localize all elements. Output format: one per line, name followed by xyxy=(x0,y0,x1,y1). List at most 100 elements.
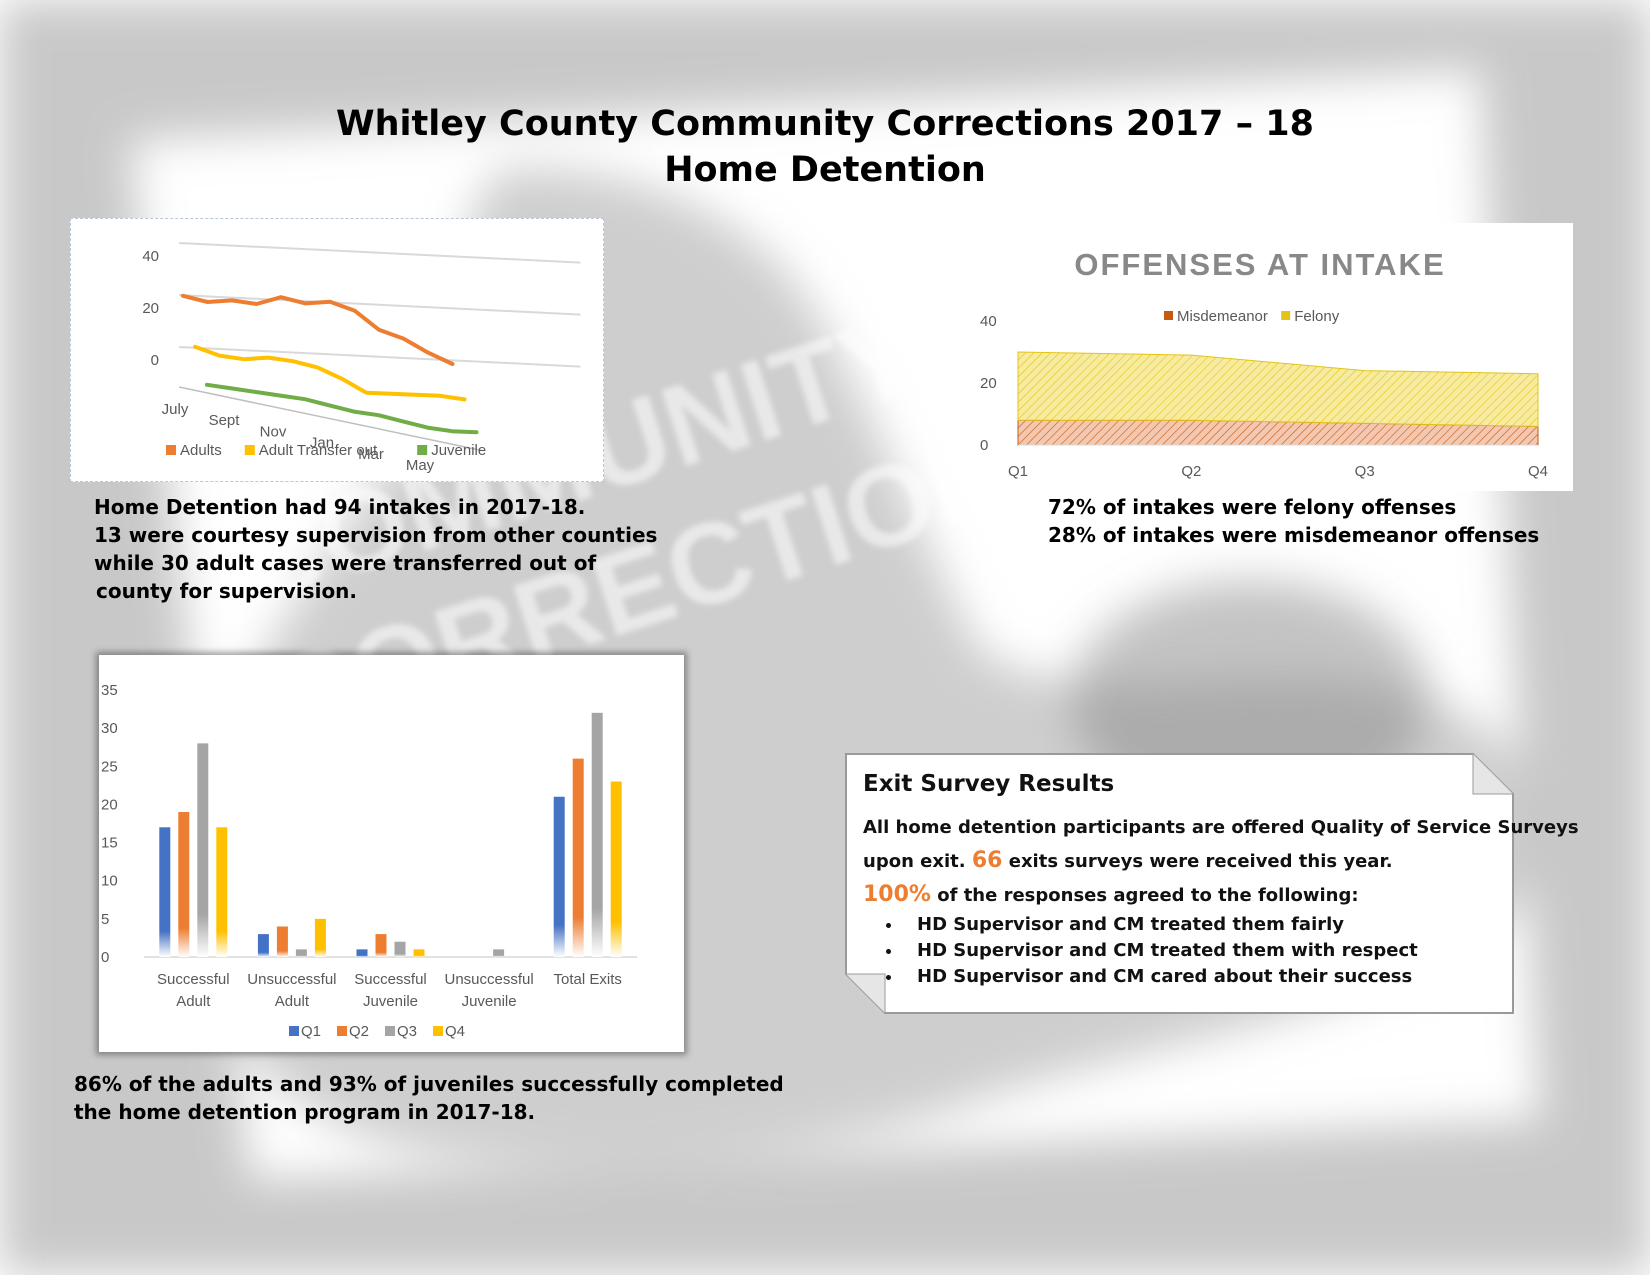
x-tick-label: Juvenile xyxy=(462,993,517,1010)
intakes-line-chart-panel: 0 20 40 July Sept Nov Jan Mar May Adults Adult Tra… xyxy=(70,218,604,482)
x-tick-label: Mar xyxy=(358,446,384,463)
bar-q4 xyxy=(314,918,326,957)
x-tick-label: Adult xyxy=(176,993,211,1010)
y-tick-label: 40 xyxy=(980,313,997,330)
caption-line: 28% of intakes were misdemeanor offenses xyxy=(1048,523,1540,547)
bar-q2 xyxy=(375,934,387,957)
survey-box-frame xyxy=(845,753,1514,1014)
legend-label: Felony xyxy=(1294,308,1340,325)
legend-swatch xyxy=(433,1026,443,1036)
caption-line: 72% of intakes were felony offenses xyxy=(1048,495,1457,519)
gridline xyxy=(178,346,581,368)
survey-title: Exit Survey Results xyxy=(863,771,1115,797)
caption-line: 13 were courtesy supervision from other … xyxy=(94,523,658,547)
y-tick-label: 20 xyxy=(980,375,997,392)
y-tick-label: 30 xyxy=(101,720,118,737)
survey-bullet-list: HD Supervisor and CM treated them fairly… xyxy=(863,912,1503,990)
offenses-caption: 72% of intakes were felony offenses 28% … xyxy=(1048,493,1539,549)
legend-swatch xyxy=(417,445,428,455)
survey-text: exits surveys were received this year. xyxy=(1002,851,1393,872)
x-tick-label: Jan xyxy=(310,435,334,452)
y-tick-label: 35 xyxy=(101,682,118,699)
survey-text-line: upon exit. 66 exits surveys were receive… xyxy=(863,844,1503,878)
caption-line: Home Detention had 94 intakes in 2017-18… xyxy=(94,495,586,519)
bar-q2 xyxy=(276,926,288,957)
page-title: Whitley County Community Corrections 201… xyxy=(336,104,1314,144)
x-tick-label: July xyxy=(162,401,189,418)
legend-label: Misdemeanor xyxy=(1177,308,1268,325)
x-tick-label: Q4 xyxy=(1528,463,1548,480)
bar-q4 xyxy=(610,781,622,957)
x-tick-label: Sept xyxy=(209,412,241,429)
survey-text: of the responses agreed to the following… xyxy=(930,885,1359,906)
bar-q4 xyxy=(413,949,425,957)
caption-line: while 30 adult cases were transferred ou… xyxy=(94,551,597,575)
caption-line: 86% of the adults and 93% of juveniles s… xyxy=(74,1072,784,1096)
bar-q2 xyxy=(572,758,584,957)
survey-text-line: All home detention participants are offe… xyxy=(863,817,1579,838)
series-line-adult-transfer-out xyxy=(193,344,467,402)
area-felony xyxy=(1017,351,1539,427)
x-tick-label: Successful xyxy=(354,971,427,988)
x-tick-label: Q3 xyxy=(1355,463,1375,480)
y-tick-label: 5 xyxy=(101,911,109,928)
bar-q3 xyxy=(295,949,307,957)
legend-label: Q4 xyxy=(445,1023,465,1040)
survey-count: 66 xyxy=(971,848,1003,873)
x-tick-label: Unsuccessful xyxy=(444,971,533,988)
bar-q3 xyxy=(197,743,209,957)
exits-bar-chart-panel: 0 5 10 15 20 25 30 35 Successful Adult Unsuccessfu… xyxy=(99,655,684,1052)
legend-label: Q3 xyxy=(397,1023,417,1040)
legend-swatch xyxy=(289,1026,299,1036)
y-tick-label: 25 xyxy=(101,758,118,775)
bar-q1 xyxy=(159,827,171,957)
survey-bullet: HD Supervisor and CM treated them with r… xyxy=(903,938,1503,964)
y-tick-label: 0 xyxy=(980,437,988,454)
legend-label: Q2 xyxy=(349,1023,369,1040)
x-tick-label: Nov xyxy=(260,423,287,440)
bar-q3 xyxy=(591,712,603,957)
gridline xyxy=(178,294,581,316)
series-line-juvenile xyxy=(205,382,479,435)
y-tick-label: 40 xyxy=(142,248,159,265)
intakes-line-chart: 0 20 40 July Sept Nov Jan Mar May Adults Adult Tra… xyxy=(142,242,581,474)
y-tick-label: 0 xyxy=(151,352,159,369)
gridline xyxy=(178,242,581,264)
survey-bullet: HD Supervisor and CM treated them fairly xyxy=(903,912,1503,938)
x-tick-label: Q1 xyxy=(1008,463,1028,480)
exits-bar-chart: 0 5 10 15 20 25 30 35 Successful Adult Unsuccessfu… xyxy=(101,682,637,1040)
legend-label: Juvenile xyxy=(431,442,486,459)
y-tick-label: 15 xyxy=(101,835,118,852)
y-tick-label: 20 xyxy=(142,300,159,317)
x-axis-line xyxy=(178,386,483,452)
survey-text: upon exit. xyxy=(863,851,972,872)
survey-bullet: HD Supervisor and CM cared about their s… xyxy=(903,964,1503,990)
x-tick-label: Juvenile xyxy=(363,993,418,1010)
y-tick-label: 20 xyxy=(101,796,118,813)
legend-swatch xyxy=(244,445,255,455)
legend-swatch xyxy=(1164,311,1173,320)
caption-line: the home detention program in 2017-18. xyxy=(74,1100,536,1124)
page-subtitle: Home Detention xyxy=(664,150,986,190)
series-line-adults xyxy=(181,293,455,366)
legend-swatch xyxy=(337,1026,347,1036)
x-tick-label: Total Exits xyxy=(554,971,622,988)
x-tick-label: Unsuccessful xyxy=(247,971,336,988)
chart-title: OFFENSES AT INTAKE xyxy=(1074,247,1445,282)
bar-q3 xyxy=(394,941,406,957)
bar-q2 xyxy=(178,812,190,957)
bar-q1 xyxy=(356,949,368,957)
x-tick-label: Adult xyxy=(275,993,310,1010)
legend-label: Adult Transfer out xyxy=(259,442,378,459)
intakes-caption: Home Detention had 94 intakes in 2017-18… xyxy=(94,493,657,605)
legend-label: Q1 xyxy=(301,1023,321,1040)
y-tick-label: 10 xyxy=(101,873,118,890)
caption-line: county for supervision. xyxy=(96,579,358,603)
bar-q4 xyxy=(216,827,228,957)
y-tick-label: 0 xyxy=(101,949,109,966)
legend-swatch xyxy=(166,445,176,455)
bar-q3 xyxy=(493,949,505,957)
offenses-area-chart-panel: OFFENSES AT INTAKE 0 20 40 Q1 Q2 Q3 Q4 Misdemea… xyxy=(968,223,1573,491)
exit-survey-box: Exit Survey Results All home detention p… xyxy=(845,753,1579,1015)
legend-swatch xyxy=(385,1026,395,1036)
